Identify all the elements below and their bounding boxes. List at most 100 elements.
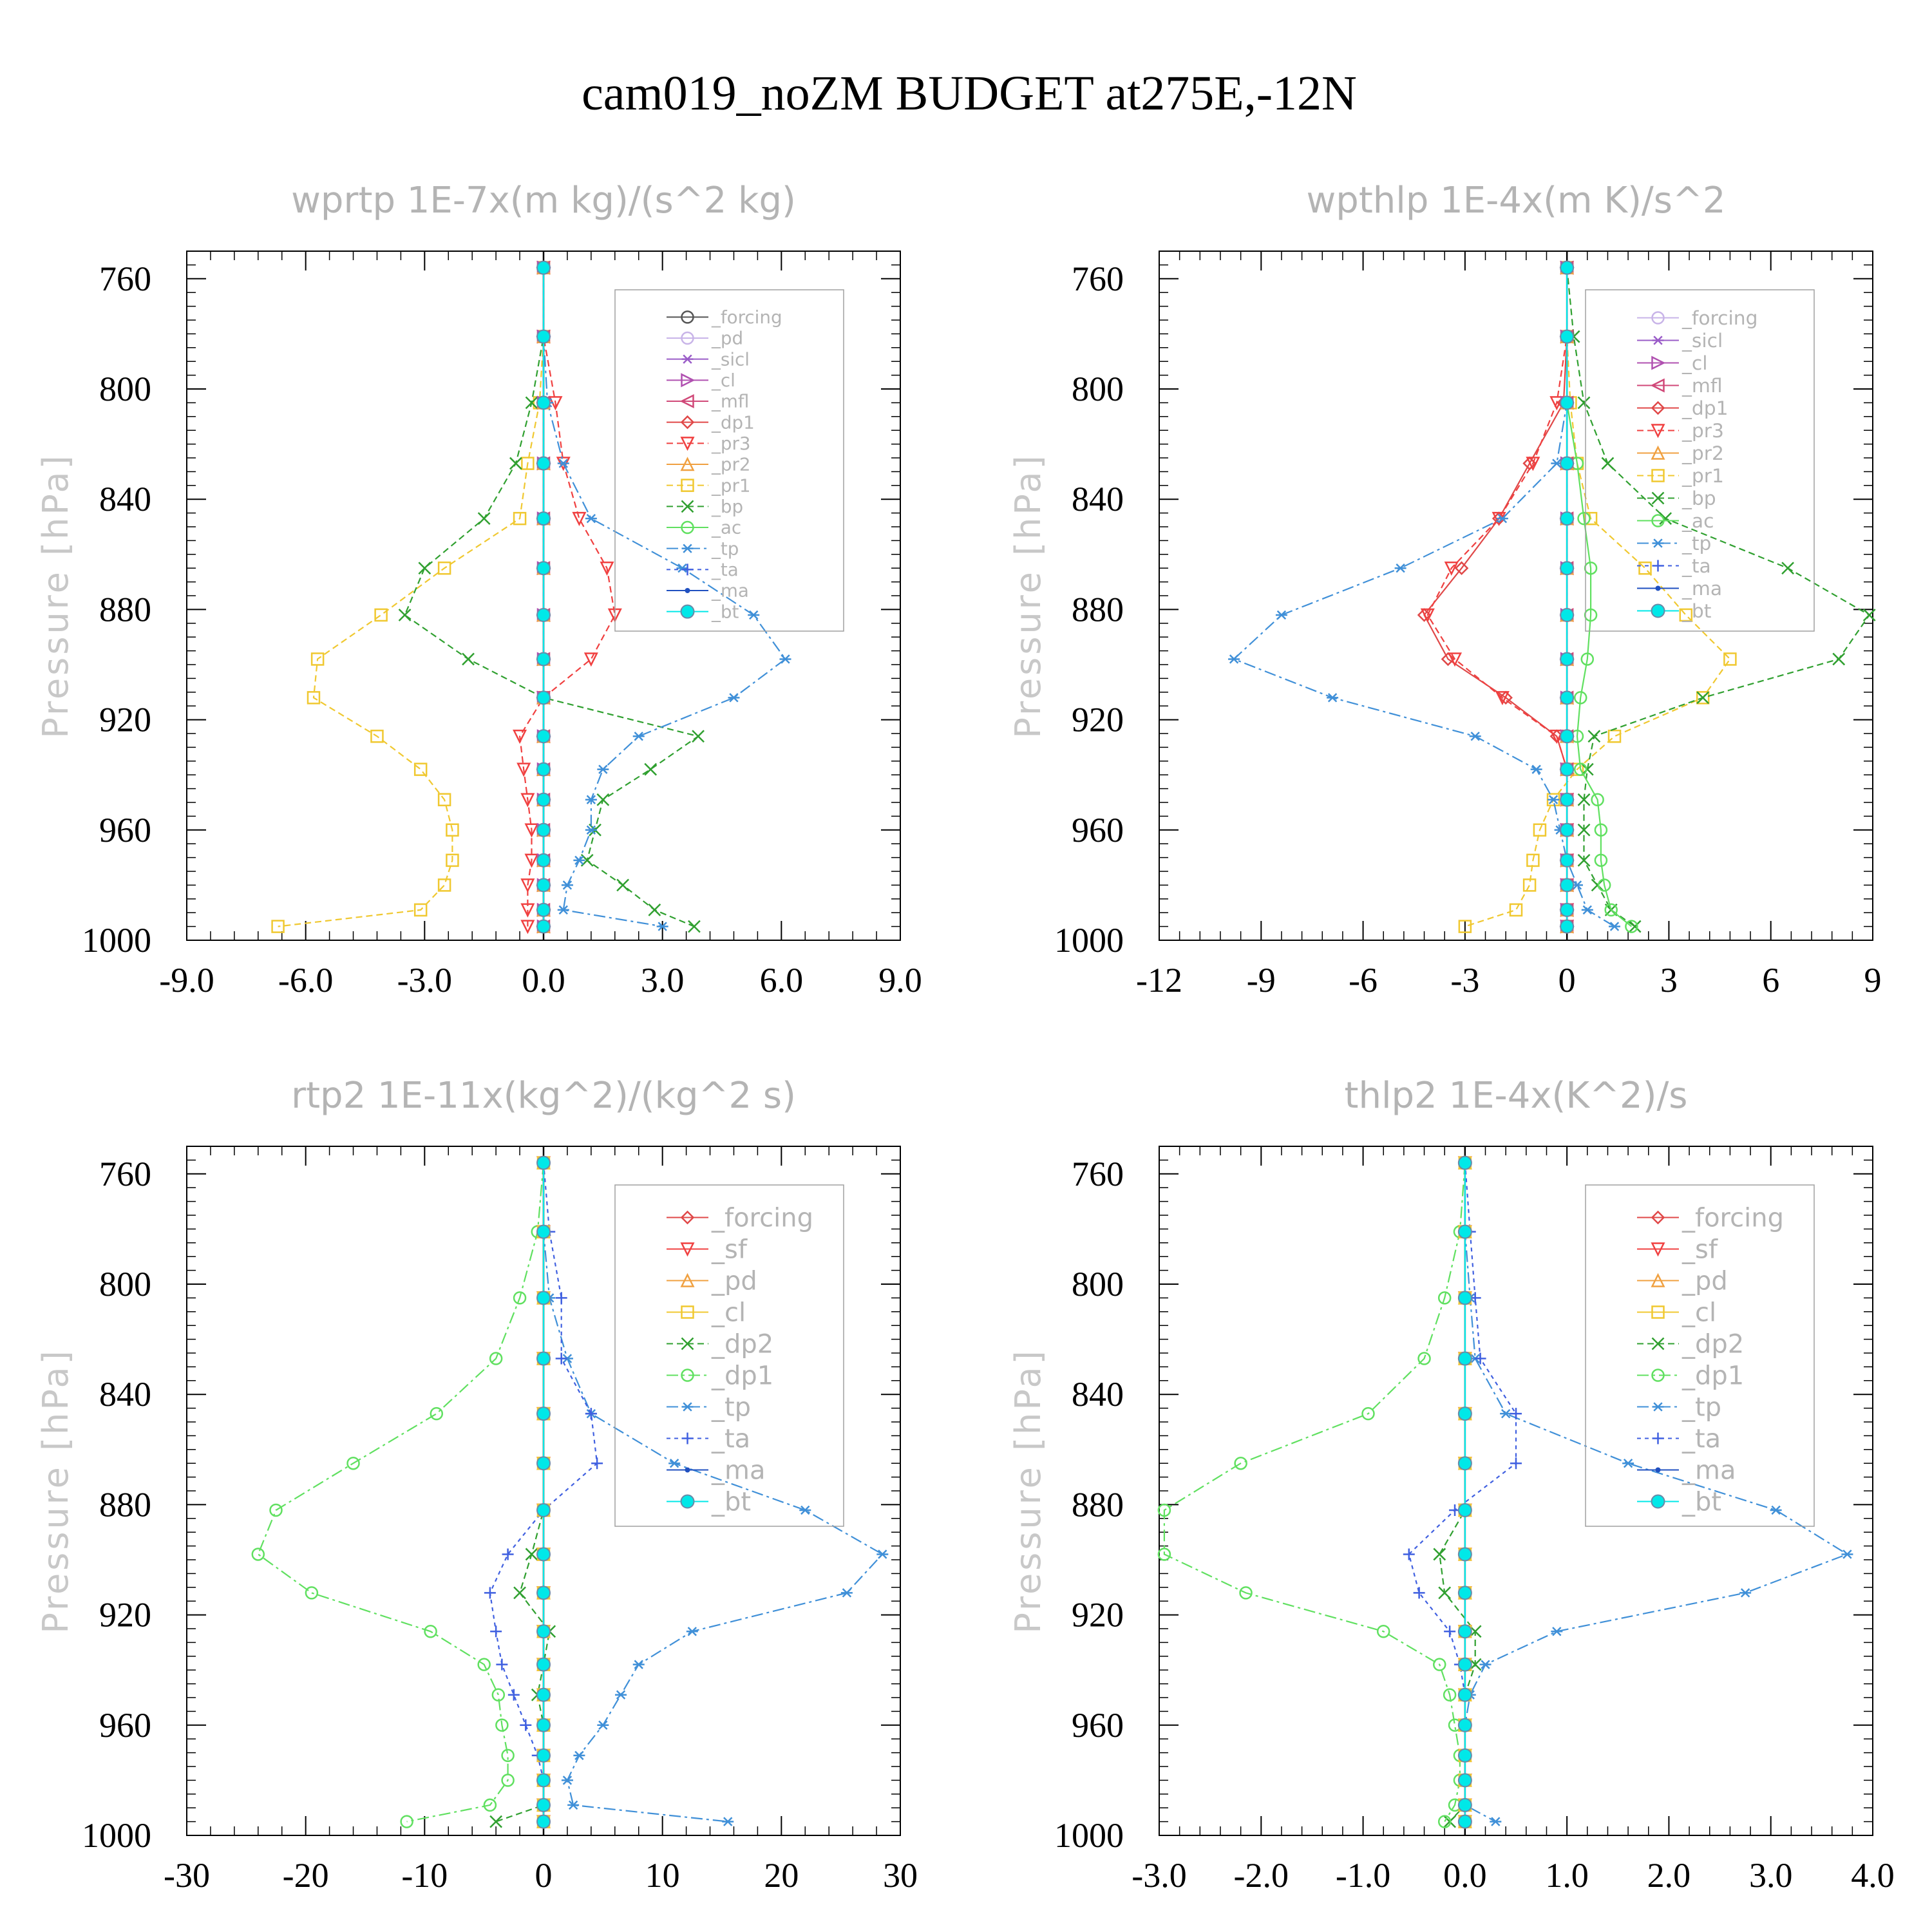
- data-point: [1577, 853, 1591, 867]
- y-axis-label: Pressure [hPa]: [35, 453, 76, 738]
- series-tp: [1459, 1158, 1853, 1826]
- legend-box: [614, 1184, 844, 1527]
- data-point: [1457, 1351, 1472, 1366]
- data-point: [1522, 878, 1537, 892]
- data-point: [1510, 1457, 1522, 1470]
- legend-label: _forcing: [711, 1204, 813, 1233]
- data-point: [1560, 456, 1575, 471]
- data-point: [520, 1719, 532, 1731]
- data-point: [1638, 561, 1652, 575]
- data-point: [1443, 1688, 1457, 1701]
- y-tick-label: 920: [1072, 701, 1124, 739]
- data-point: [536, 690, 551, 705]
- data-point: [1448, 652, 1463, 667]
- data-point: [1420, 608, 1435, 623]
- data-point: [1594, 853, 1608, 867]
- legend-marker: [1651, 311, 1665, 325]
- legend-label: _forcing: [1681, 1204, 1784, 1233]
- data-point: [536, 607, 551, 622]
- legend-box: [1585, 289, 1815, 632]
- data-point: [1327, 693, 1339, 703]
- legend-marker: [1651, 401, 1665, 415]
- x-tick-label: 2.0: [1647, 1856, 1691, 1895]
- data-point: [509, 457, 522, 470]
- data-point: [536, 1718, 551, 1732]
- data-point: [536, 1224, 551, 1239]
- series-line: [1566, 267, 1633, 927]
- data-point: [525, 396, 538, 410]
- data-point: [748, 610, 760, 620]
- data-point: [656, 922, 668, 931]
- data-point: [585, 825, 597, 835]
- legend-label: _ma: [711, 1456, 765, 1486]
- data-point: [1573, 691, 1587, 705]
- data-point: [307, 691, 321, 705]
- legend-label: _sf: [1681, 1235, 1718, 1265]
- legend: _forcing_sf_pd_cl_dp2_dp1_tp_ta_ma_bt: [614, 1184, 844, 1527]
- legend-label: _cl: [1681, 1298, 1716, 1328]
- data-point: [490, 1625, 502, 1638]
- series-line: [1426, 267, 1568, 927]
- series-line: [518, 267, 616, 927]
- data-point: [513, 511, 527, 526]
- legend-marker: [1652, 1432, 1664, 1444]
- data-point: [1560, 729, 1575, 744]
- series-line: [1163, 1162, 1466, 1823]
- data-point: [1437, 1291, 1452, 1305]
- data-point: [418, 562, 431, 575]
- data-point: [573, 855, 585, 866]
- data-point: [1577, 511, 1591, 526]
- data-point: [430, 1406, 444, 1421]
- data-point: [310, 652, 325, 666]
- data-point: [437, 793, 451, 806]
- data-point: [536, 1797, 551, 1812]
- data-point: [1560, 762, 1575, 777]
- legend-marker: [1651, 514, 1665, 527]
- data-point: [1275, 610, 1287, 620]
- data-point: [1577, 793, 1591, 806]
- data-point: [728, 693, 740, 703]
- x-tick-label: -3.0: [397, 961, 452, 999]
- x-tick-label: -30: [164, 1856, 210, 1895]
- data-point: [536, 1814, 551, 1829]
- x-tick-label: 0: [535, 1856, 553, 1895]
- data-point: [1510, 1408, 1522, 1420]
- data-point: [1239, 1586, 1253, 1600]
- legend-label: _bp: [1681, 488, 1716, 510]
- data-point: [536, 1155, 551, 1170]
- data-point: [1413, 1587, 1425, 1599]
- y-tick-label: 880: [1072, 590, 1124, 629]
- data-point: [1417, 1352, 1431, 1365]
- data-point: [462, 652, 475, 666]
- legend-marker: [681, 520, 694, 535]
- legend-label: _ac: [1681, 510, 1714, 533]
- legend-label: _bt: [1681, 600, 1711, 623]
- legend-label: _pr3: [1681, 420, 1724, 442]
- y-tick-label: 840: [1072, 480, 1124, 518]
- data-point: [536, 1586, 551, 1600]
- y-tick-label: 840: [1072, 1375, 1124, 1414]
- data-point: [1770, 1505, 1782, 1515]
- legend-marker: [1652, 336, 1664, 345]
- data-point: [1560, 902, 1575, 917]
- y-tick-label: 760: [1072, 1155, 1124, 1193]
- panel-title: rtp2 1E-11x(kg^2)/(kg^2 s): [291, 1075, 796, 1117]
- legend-marker: [680, 1210, 695, 1225]
- legend-label: _ta: [711, 559, 739, 580]
- data-point: [513, 730, 527, 744]
- legend-label: _ac: [711, 517, 741, 538]
- x-tick-label: 10: [645, 1856, 680, 1895]
- data-point: [496, 1658, 508, 1671]
- data-point: [1228, 654, 1240, 664]
- legend-label: _pd: [1681, 1267, 1728, 1296]
- data-point: [495, 1718, 509, 1732]
- data-point: [1469, 732, 1481, 741]
- data-point: [876, 1549, 889, 1559]
- x-tick-label: 0.0: [1443, 1856, 1487, 1895]
- x-tick-label: 6.0: [760, 961, 804, 999]
- data-point: [1587, 730, 1601, 743]
- y-tick-label: 760: [99, 260, 151, 298]
- x-tick-label: 3: [1660, 961, 1678, 999]
- x-tick-label: 3.0: [641, 961, 685, 999]
- data-point: [596, 793, 610, 806]
